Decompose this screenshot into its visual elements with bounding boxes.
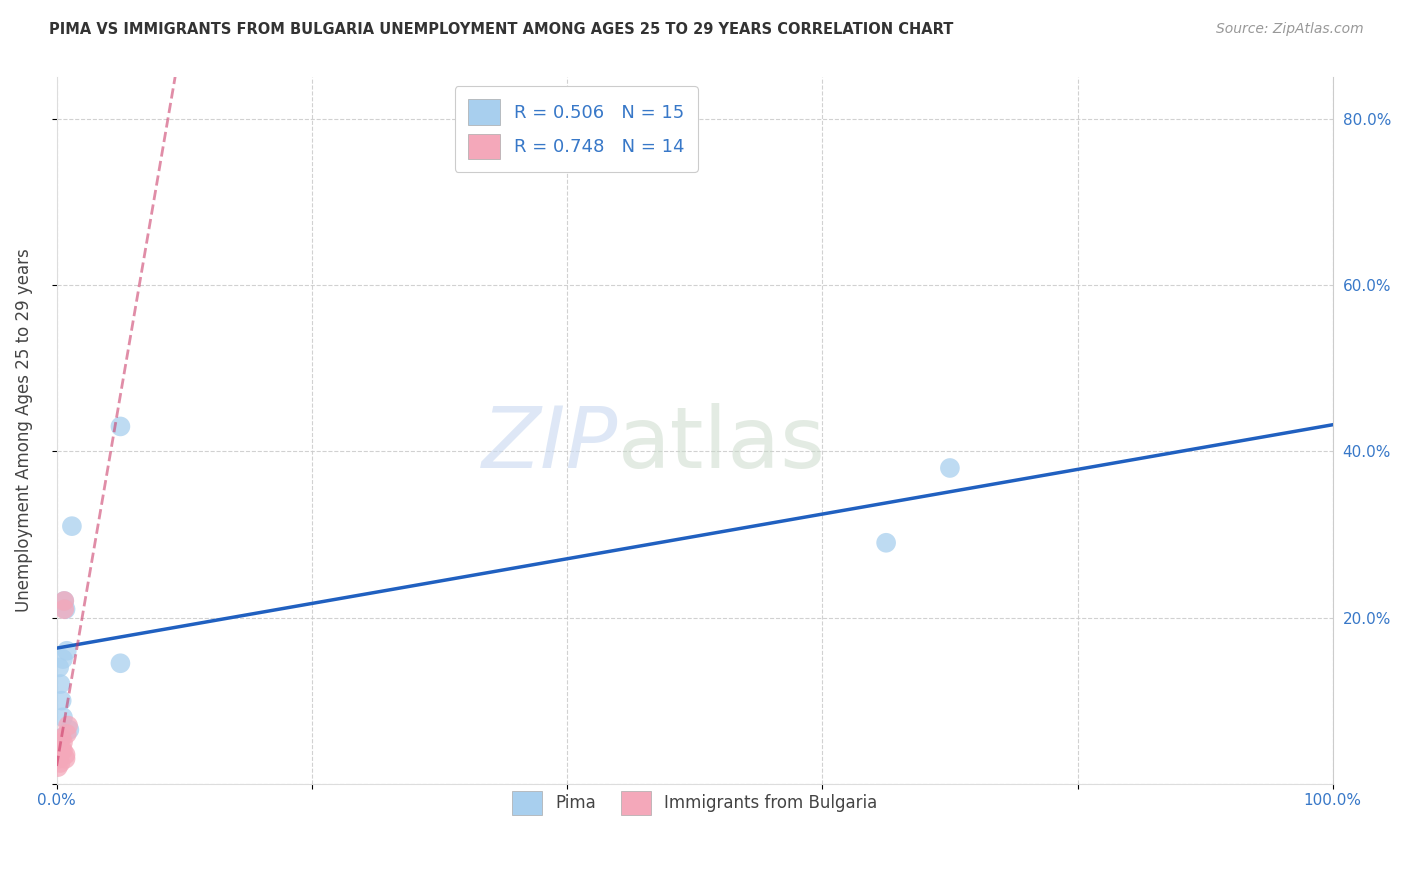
Point [48, 752, 70, 766]
Text: Source: ZipAtlas.com: Source: ZipAtlas.com [1216, 22, 1364, 37]
Point [52, 743, 75, 757]
Point [60, 519, 83, 533]
Point [55, 747, 77, 762]
Point [52, 710, 75, 724]
Point [56, 727, 79, 741]
Text: PIMA VS IMMIGRANTS FROM BULGARIA UNEMPLOYMENT AMONG AGES 25 TO 29 YEARS CORRELAT: PIMA VS IMMIGRANTS FROM BULGARIA UNEMPLO… [49, 22, 953, 37]
Point [53, 602, 76, 616]
Point [58, 723, 80, 737]
Point [55, 602, 77, 616]
Point [48, 660, 70, 674]
Point [49, 743, 72, 757]
Text: ZIP: ZIP [482, 403, 619, 486]
Point [49, 731, 72, 745]
Y-axis label: Unemployment Among Ages 25 to 29 years: Unemployment Among Ages 25 to 29 years [15, 249, 32, 613]
Point [53, 594, 76, 608]
Point [56, 718, 79, 732]
Point [51, 693, 73, 707]
Point [52, 735, 75, 749]
Point [55, 752, 77, 766]
Point [56, 644, 79, 658]
Point [49, 756, 72, 770]
Point [46, 760, 69, 774]
Point [52, 652, 75, 666]
Text: atlas: atlas [619, 403, 827, 486]
Legend: Pima, Immigrants from Bulgaria: Pima, Immigrants from Bulgaria [502, 781, 887, 825]
Point [51, 743, 73, 757]
Point [875, 535, 897, 549]
Point [51, 731, 73, 745]
Point [53, 594, 76, 608]
Point [49, 677, 72, 691]
Point [110, 657, 132, 671]
Point [110, 419, 132, 434]
Point [939, 461, 962, 475]
